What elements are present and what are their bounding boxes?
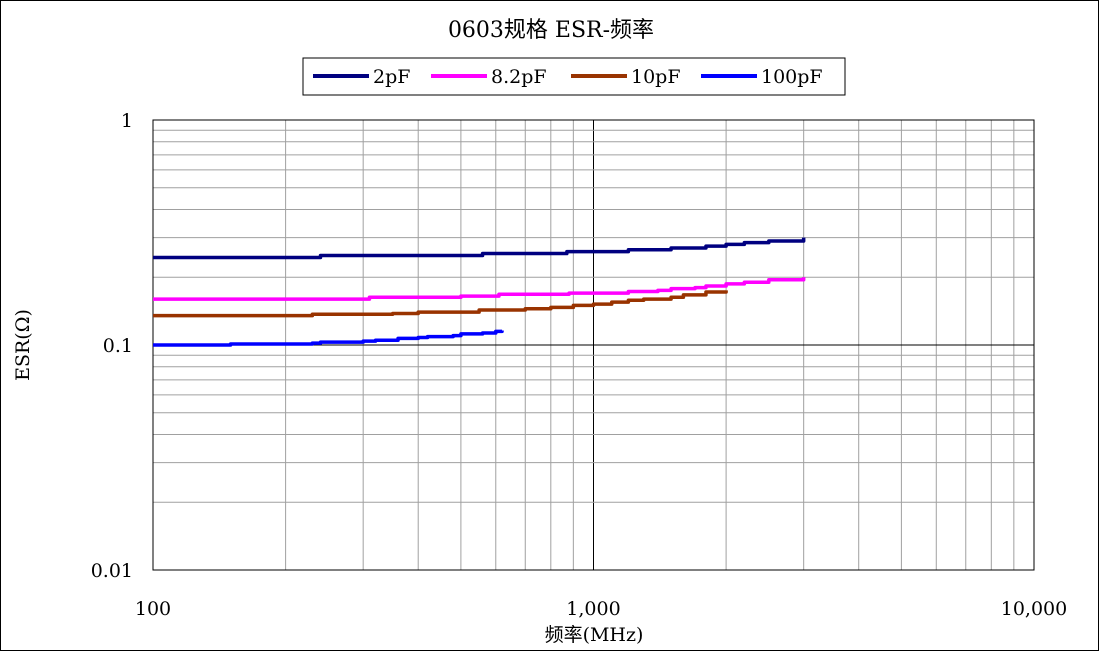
series-line-8.2pF — [153, 277, 806, 301]
legend-label-10pF: 10pF — [631, 66, 681, 88]
x-tick-label: 10,000 — [1001, 598, 1067, 620]
legend-label-100pF: 100pF — [761, 66, 823, 88]
tick-labels: 100 1,000 10,000 1 0.1 0.01 — [91, 110, 1068, 620]
series-line-2pF — [153, 237, 806, 260]
y-tick-label: 1 — [121, 110, 133, 132]
plot-grid — [153, 120, 1034, 570]
x-tick-label: 100 — [135, 598, 171, 620]
y-tick-label: 0.01 — [91, 560, 133, 582]
chart-title: 0603规格 ESR-频率 — [448, 18, 654, 43]
legend: 2pF 8.2pF 10pF 100pF — [302, 57, 846, 96]
x-axis-label: 频率(MHz) — [545, 624, 644, 646]
y-tick-label: 0.1 — [103, 335, 133, 357]
legend-label-2pF: 2pF — [373, 66, 410, 88]
series-line-100pF — [153, 329, 504, 347]
y-axis-label: ESR(Ω) — [12, 309, 34, 381]
series-line-10pF — [153, 290, 728, 318]
series-layer — [153, 237, 806, 347]
legend-label-8.2pF: 8.2pF — [491, 66, 547, 88]
x-tick-label: 1,000 — [566, 598, 620, 620]
